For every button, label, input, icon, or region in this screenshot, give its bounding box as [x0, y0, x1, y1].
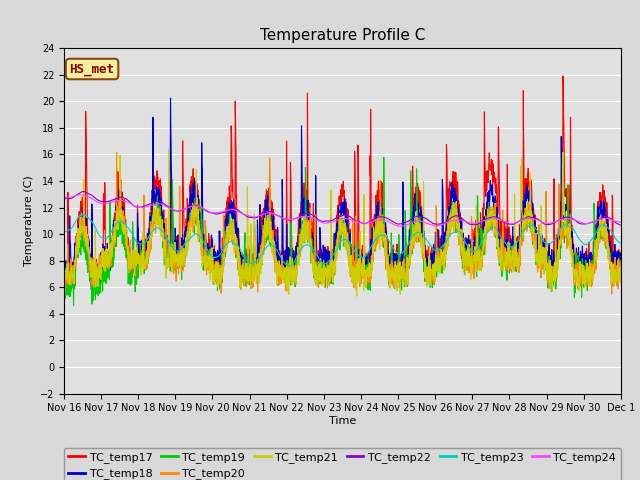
TC_temp17 — [584, 252, 591, 258]
Line: TC_temp20: TC_temp20 — [64, 153, 621, 294]
TC_temp21 — [353, 293, 360, 299]
Line: TC_temp24: TC_temp24 — [64, 195, 621, 226]
TC_temp23 — [584, 241, 591, 247]
TC_temp17 — [504, 227, 512, 233]
Text: HS_met: HS_met — [70, 62, 115, 75]
TC_temp19 — [380, 155, 388, 160]
TC_temp22 — [584, 221, 591, 227]
TC_temp23 — [568, 225, 576, 231]
TC_temp22 — [359, 220, 367, 226]
TC_temp21 — [165, 146, 173, 152]
TC_temp23 — [60, 229, 68, 235]
Line: TC_temp17: TC_temp17 — [64, 76, 621, 287]
TC_temp22 — [216, 210, 223, 216]
TC_temp18 — [371, 223, 379, 229]
TC_temp17 — [617, 254, 625, 260]
TC_temp21 — [371, 241, 379, 247]
TC_temp18 — [584, 261, 591, 267]
TC_temp24 — [396, 223, 404, 229]
TC_temp20 — [60, 271, 68, 276]
TC_temp21 — [568, 264, 576, 269]
TC_temp20 — [617, 279, 625, 285]
TC_temp18 — [60, 269, 68, 275]
TC_temp20 — [359, 255, 367, 261]
TC_temp19 — [359, 258, 367, 264]
TC_temp24 — [359, 220, 367, 226]
TC_temp22 — [617, 222, 625, 228]
TC_temp22 — [79, 189, 87, 194]
TC_temp23 — [79, 212, 87, 217]
TC_temp21 — [617, 269, 625, 275]
TC_temp17 — [216, 249, 223, 254]
TC_temp22 — [60, 195, 68, 201]
TC_temp24 — [505, 220, 513, 226]
TC_temp17 — [88, 284, 96, 289]
TC_temp21 — [216, 267, 223, 273]
TC_temp18 — [166, 95, 174, 101]
TC_temp23 — [505, 243, 513, 249]
TC_temp18 — [505, 246, 513, 252]
Title: Temperature Profile C: Temperature Profile C — [260, 28, 425, 43]
Line: TC_temp18: TC_temp18 — [64, 98, 621, 289]
TC_temp21 — [584, 269, 591, 275]
TC_temp20 — [584, 273, 591, 279]
TC_temp20 — [504, 264, 512, 270]
TC_temp20 — [216, 273, 223, 278]
TC_temp19 — [216, 286, 223, 291]
TC_temp17 — [60, 268, 68, 274]
Line: TC_temp21: TC_temp21 — [64, 149, 621, 296]
TC_temp21 — [505, 258, 513, 264]
TC_temp23 — [617, 240, 625, 246]
TC_temp17 — [559, 73, 567, 79]
TC_temp19 — [617, 264, 625, 270]
TC_temp24 — [216, 209, 223, 215]
TC_temp24 — [584, 221, 591, 227]
TC_temp17 — [359, 251, 367, 257]
TC_temp24 — [76, 192, 83, 198]
TC_temp18 — [359, 273, 367, 278]
TC_temp23 — [285, 263, 292, 269]
TC_temp19 — [60, 289, 68, 295]
TC_temp22 — [371, 216, 379, 221]
TC_temp21 — [60, 267, 68, 273]
Legend: TC_temp17, TC_temp18, TC_temp19, TC_temp20, TC_temp21, TC_temp22, TC_temp23, TC_: TC_temp17, TC_temp18, TC_temp19, TC_temp… — [64, 447, 621, 480]
Line: TC_temp23: TC_temp23 — [64, 215, 621, 266]
TC_temp21 — [359, 275, 367, 280]
X-axis label: Time: Time — [329, 416, 356, 426]
TC_temp23 — [359, 254, 367, 260]
TC_temp23 — [216, 252, 223, 258]
TC_temp18 — [88, 287, 95, 292]
TC_temp23 — [371, 237, 379, 243]
TC_temp17 — [568, 228, 576, 234]
TC_temp20 — [608, 291, 616, 297]
Y-axis label: Temperature (C): Temperature (C) — [24, 175, 35, 266]
TC_temp24 — [60, 194, 68, 200]
TC_temp19 — [371, 230, 379, 236]
Line: TC_temp19: TC_temp19 — [64, 157, 621, 306]
TC_temp20 — [113, 150, 120, 156]
TC_temp24 — [568, 216, 576, 222]
TC_temp18 — [617, 252, 625, 257]
TC_temp19 — [70, 303, 77, 309]
TC_temp18 — [568, 229, 576, 235]
Line: TC_temp22: TC_temp22 — [64, 192, 621, 225]
TC_temp20 — [568, 246, 575, 252]
TC_temp18 — [216, 228, 223, 234]
TC_temp24 — [371, 218, 379, 224]
TC_temp24 — [617, 219, 625, 225]
TC_temp17 — [371, 212, 379, 217]
TC_temp19 — [505, 264, 513, 269]
TC_temp19 — [584, 273, 591, 279]
TC_temp22 — [568, 215, 575, 221]
TC_temp22 — [504, 221, 512, 227]
TC_temp20 — [371, 238, 379, 244]
TC_temp19 — [568, 248, 576, 254]
